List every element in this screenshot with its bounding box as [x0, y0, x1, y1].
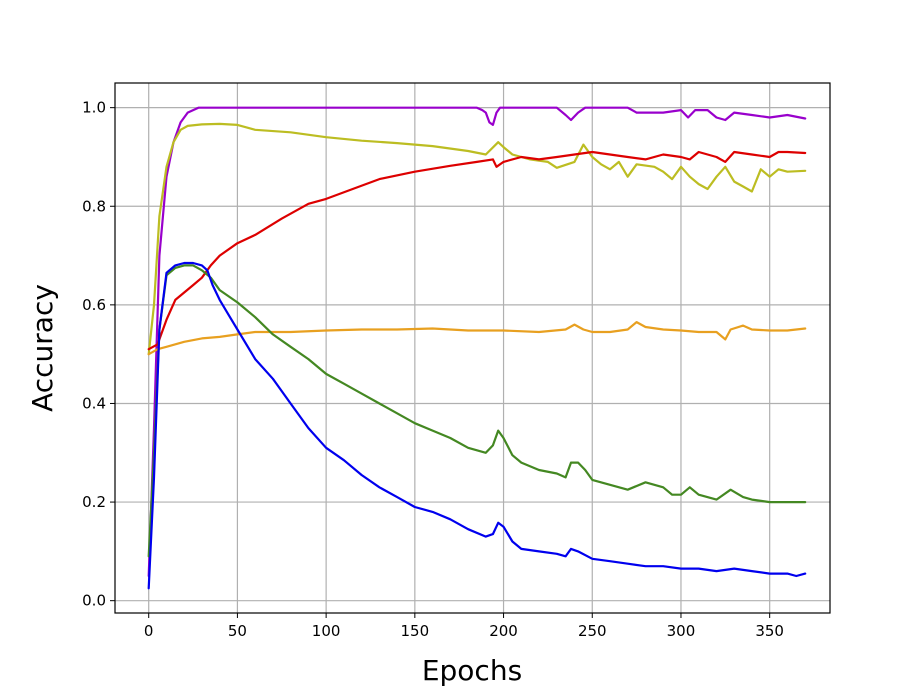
x-axis-ticks: 0 50 100 150 200 250 300 350	[144, 613, 784, 640]
x-tick-label: 150	[401, 622, 430, 640]
y-tick-label: 0.2	[82, 493, 106, 511]
y-tick-label: 1.0	[82, 99, 106, 117]
x-tick-label: 200	[489, 622, 518, 640]
x-tick-label: 350	[755, 622, 784, 640]
x-tick-label: 0	[144, 622, 154, 640]
x-tick-label: 100	[312, 622, 341, 640]
x-tick-label: 250	[578, 622, 607, 640]
x-axis-label: Epochs	[422, 654, 522, 687]
x-tick-label: 50	[228, 622, 247, 640]
series-line-5	[147, 264, 807, 558]
series-line-1	[147, 106, 807, 578]
y-tick-label: 0.0	[82, 592, 106, 610]
series-line-3	[147, 150, 807, 351]
plot-area	[115, 83, 830, 613]
series-group	[147, 106, 807, 590]
x-tick-label: 300	[667, 622, 696, 640]
series-line-2	[147, 122, 807, 356]
y-tick-label: 0.8	[82, 197, 106, 215]
y-axis-label: Accuracy	[26, 284, 59, 412]
plot-frame	[114, 82, 831, 614]
series-line-6	[147, 261, 807, 590]
y-tick-label: 0.4	[82, 394, 106, 412]
y-axis-ticks: 0.0 0.2 0.4 0.6 0.8 1.0	[82, 99, 115, 610]
series-line-4	[147, 321, 807, 356]
y-tick-label: 0.6	[82, 296, 106, 314]
